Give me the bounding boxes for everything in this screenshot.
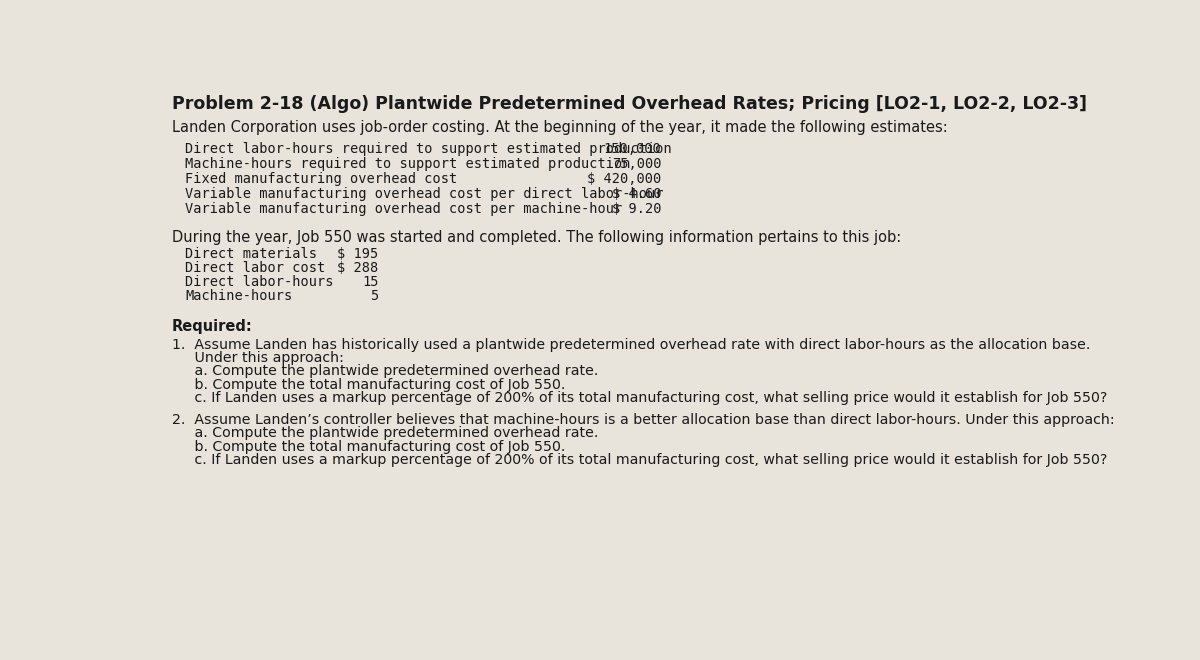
Text: c. If Landen uses a markup percentage of 200% of its total manufacturing cost, w: c. If Landen uses a markup percentage of… (172, 453, 1108, 467)
Text: b. Compute the total manufacturing cost of Job 550.: b. Compute the total manufacturing cost … (172, 440, 565, 453)
Text: $ 195: $ 195 (337, 247, 379, 261)
Text: Machine-hours required to support estimated production: Machine-hours required to support estima… (185, 157, 630, 172)
Text: Variable manufacturing overhead cost per direct labor-hour: Variable manufacturing overhead cost per… (185, 187, 664, 201)
Text: 15: 15 (362, 275, 379, 289)
Text: $ 288: $ 288 (337, 261, 379, 275)
Text: Direct labor cost: Direct labor cost (185, 261, 325, 275)
Text: $ 4.60: $ 4.60 (612, 187, 661, 201)
Text: Machine-hours: Machine-hours (185, 290, 292, 304)
Text: a. Compute the plantwide predetermined overhead rate.: a. Compute the plantwide predetermined o… (172, 426, 598, 440)
Text: Required:: Required: (172, 319, 252, 334)
Text: a. Compute the plantwide predetermined overhead rate.: a. Compute the plantwide predetermined o… (172, 364, 598, 378)
Text: 2.  Assume Landen’s controller believes that machine-hours is a better allocatio: 2. Assume Landen’s controller believes t… (172, 412, 1115, 426)
Text: 5: 5 (371, 290, 379, 304)
Text: c. If Landen uses a markup percentage of 200% of its total manufacturing cost, w: c. If Landen uses a markup percentage of… (172, 391, 1108, 405)
Text: Direct labor-hours required to support estimated production: Direct labor-hours required to support e… (185, 143, 672, 156)
Text: Fixed manufacturing overhead cost: Fixed manufacturing overhead cost (185, 172, 457, 186)
Text: During the year, Job 550 was started and completed. The following information pe: During the year, Job 550 was started and… (172, 230, 901, 245)
Text: $ 9.20: $ 9.20 (612, 203, 661, 216)
Text: $ 420,000: $ 420,000 (587, 172, 661, 186)
Text: Landen Corporation uses job-order costing. At the beginning of the year, it made: Landen Corporation uses job-order costin… (172, 120, 948, 135)
Text: 75,000: 75,000 (612, 157, 661, 172)
Text: Problem 2-18 (Algo) Plantwide Predetermined Overhead Rates; Pricing [LO2-1, LO2-: Problem 2-18 (Algo) Plantwide Predetermi… (172, 94, 1087, 113)
Text: Direct labor-hours: Direct labor-hours (185, 275, 334, 289)
Text: 1.  Assume Landen has historically used a plantwide predetermined overhead rate : 1. Assume Landen has historically used a… (172, 337, 1090, 352)
Text: Direct materials: Direct materials (185, 247, 317, 261)
Text: 150,000: 150,000 (604, 143, 661, 156)
Text: Variable manufacturing overhead cost per machine-hour: Variable manufacturing overhead cost per… (185, 203, 622, 216)
Text: Under this approach:: Under this approach: (172, 351, 343, 365)
Text: b. Compute the total manufacturing cost of Job 550.: b. Compute the total manufacturing cost … (172, 378, 565, 392)
